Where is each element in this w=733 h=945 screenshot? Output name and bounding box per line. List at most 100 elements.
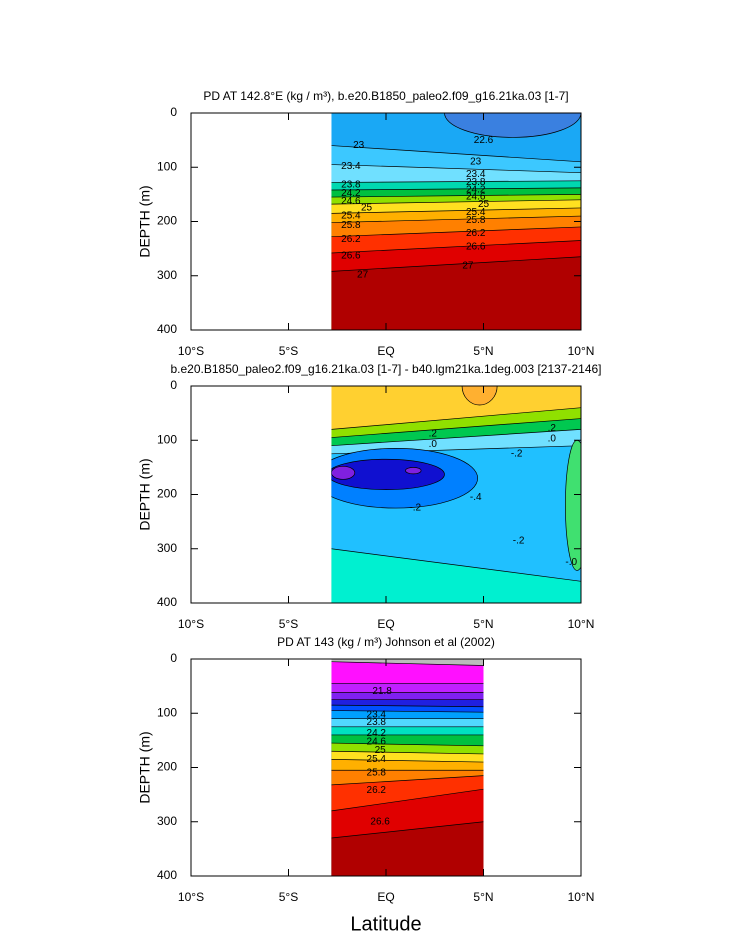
y-axis-label: DEPTH (m) [137,731,153,803]
contour-band [331,548,581,603]
x-tick-label: 5°S [279,344,298,358]
contour-line [331,194,581,198]
contour-line [331,788,484,812]
contour-line [331,429,581,447]
contour-label: 23.8 [367,717,387,728]
contour-label: 24.2 [466,185,486,196]
y-tick-label: 0 [170,651,177,665]
contour-label: -.4 [470,492,482,503]
x-tick-label: 5°S [279,617,298,631]
contour-line [331,759,484,763]
contour-label: -.2 [511,448,523,459]
contour-label: .2 [429,428,438,439]
x-tick-label: 5°N [473,890,493,904]
y-tick-label: 100 [157,432,177,446]
contour-label: 21.8 [372,686,392,697]
contour-label: 25.4 [367,754,387,765]
contour-line [331,418,581,438]
x-tick-label: 5°N [473,617,493,631]
contour-label: -.2 [409,503,421,514]
contour-label: .0 [548,433,557,444]
contour-label: -.2 [513,535,525,546]
contour-label: .0 [429,439,438,450]
contour-blob [331,458,445,490]
contour-label: 26.6 [466,242,486,253]
data-region: .2.0.2.0-.2-.4-.2-.2-.0 [331,386,581,603]
x-tick-label: 10°N [568,344,595,358]
y-tick-label: 400 [157,868,177,882]
contour-band [331,256,581,330]
contour-label: .2 [548,423,557,434]
contour-line [331,256,581,272]
contour-label: 25 [375,745,387,756]
contour-line [331,215,581,223]
contour-label: 26.6 [341,250,361,261]
contour-label: 27 [462,261,474,272]
contour-label: 26.6 [370,816,390,827]
y-tick-label: 300 [157,541,177,555]
contour-label: 25.4 [341,211,361,222]
contour-label: 23.4 [341,161,361,172]
y-tick-label: 0 [170,105,177,119]
x-tick-label: 10°S [178,890,204,904]
contour-label: 24.6 [341,196,361,207]
contour-label: 24.2 [341,188,361,199]
contour-line [331,821,484,839]
y-tick-label: 200 [157,487,177,501]
panel-title: b.e20.B1850_paleo2.f09_g16.21ka.03 [1-7]… [170,362,601,376]
contour-line [331,710,484,713]
contour-line [331,661,484,666]
contour-line [331,145,581,163]
contour-line [331,240,581,254]
contour-label: 24.2 [367,728,387,739]
contour-label: 26.2 [466,228,486,239]
contour-line [331,207,581,214]
contour-line [331,548,581,582]
x-tick-label: EQ [377,890,394,904]
contour-label: 25 [478,199,490,210]
contour-label: 25.8 [466,215,486,226]
panel-title: PD AT 142.8°E (kg / m³), b.e20.B1850_pal… [203,89,568,103]
contour-line [331,704,484,708]
contour-label: 25.4 [466,207,486,218]
y-axis-label: DEPTH (m) [137,185,153,257]
y-tick-label: 0 [170,378,177,392]
contour-label: 26.2 [341,234,361,245]
contour-blob [405,467,422,475]
contour-label: 25.8 [341,220,361,231]
x-tick-label: EQ [377,344,394,358]
panel-title: PD AT 143 (kg / m³) Johnson et al (2002) [277,635,495,649]
contour-line [331,775,484,786]
contour-label: 23 [353,140,365,151]
contour-label: 27 [357,269,369,280]
y-axis-label: DEPTH (m) [137,458,153,530]
contour-line [331,742,484,747]
x-axis-label: Latitude [350,913,421,935]
x-tick-label: 5°N [473,344,493,358]
contour-label: 23 [470,156,482,167]
contour-label: 24.6 [367,737,387,748]
x-tick-label: EQ [377,617,394,631]
y-tick-label: 300 [157,268,177,282]
contour-line [331,187,581,191]
contour-label: 24.6 [466,192,486,203]
contour-blob [331,465,356,480]
contour-line [331,164,581,174]
contour-line [331,407,581,430]
x-tick-label: 5°S [279,890,298,904]
contour-label: 23.8 [466,177,486,188]
x-tick-label: 10°S [178,617,204,631]
contour-label: 23.8 [341,179,361,190]
contour-band [331,821,484,876]
y-tick-label: 400 [157,595,177,609]
contour-label: 22.6 [474,135,494,146]
y-tick-label: 300 [157,814,177,828]
contour-label: 23.4 [466,169,486,180]
x-tick-label: 10°N [568,890,595,904]
contour-label: 26.2 [367,785,387,796]
contour-line [331,226,581,238]
y-tick-label: 200 [157,760,177,774]
